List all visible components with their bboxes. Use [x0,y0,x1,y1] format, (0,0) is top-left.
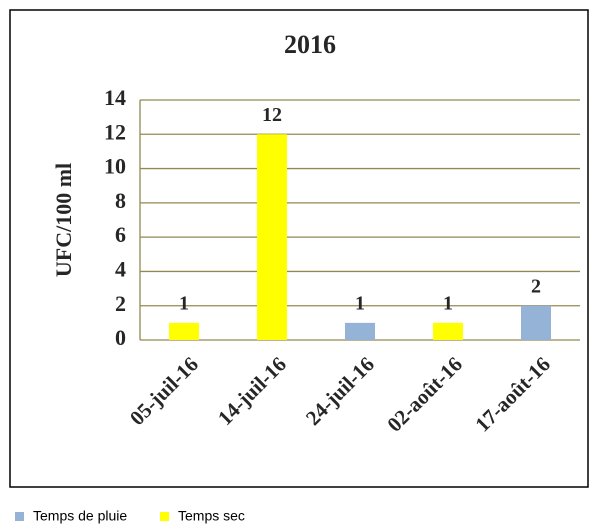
bar [521,305,551,340]
legend-label: Temps sec [178,508,245,524]
bar [169,322,199,340]
chart-title: 2016 [284,30,336,59]
data-label: 2 [531,275,541,297]
data-label: 1 [355,292,365,314]
y-tick-label: 2 [115,291,126,316]
y-tick-label: 10 [104,154,126,179]
data-label: 12 [262,104,282,126]
y-tick-label: 14 [104,85,126,110]
legend-label: Temps de pluie [33,508,127,524]
y-tick-label: 12 [104,119,126,144]
y-tick-label: 8 [115,188,126,213]
y-tick-label: 6 [115,222,126,247]
chart-frame [9,9,589,488]
data-label: 1 [179,292,189,314]
legend-swatch [160,512,169,521]
y-tick-label: 0 [115,325,126,350]
bar [257,134,287,340]
y-tick-label: 4 [115,256,126,281]
y-axis-label: UFC/100 ml [51,163,76,277]
data-label: 1 [443,292,453,314]
legend-swatch [15,512,24,521]
bar [433,322,463,340]
bar [345,322,375,340]
